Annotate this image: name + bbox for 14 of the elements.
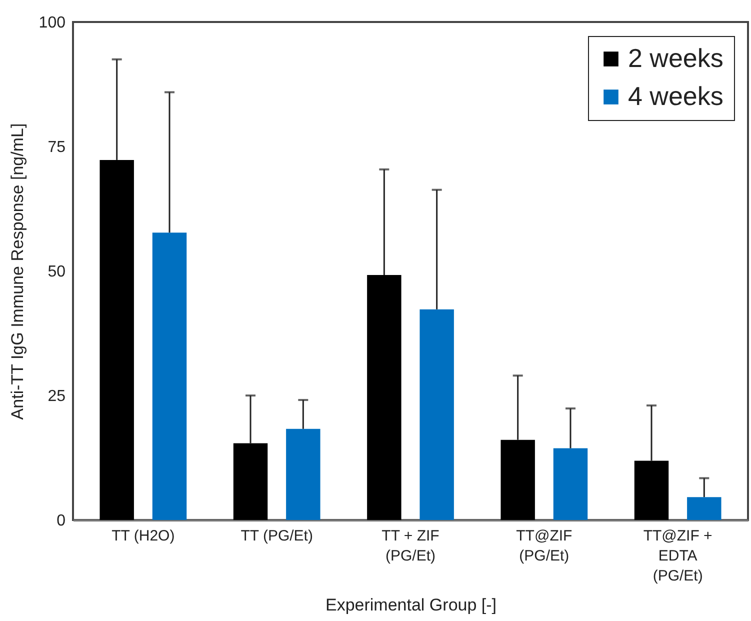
x-tick-label: TT@ZIF + EDTA (PG/Et) [643,528,713,584]
x-tick-label: TT (PG/Et) [240,528,313,544]
y-tick-label: 50 [48,264,66,280]
x-tick-label: TT + ZIF (PG/Et) [382,528,440,564]
x-tick-label: TT (H2O) [112,528,175,544]
legend-label: 2 weeks [628,43,724,73]
y-axis-title: Anti-TT IgG Immune Response [ng/mL] [8,123,27,420]
x-axis-title: Experimental Group [-] [325,596,497,614]
y-tick-label: 100 [38,14,66,32]
y-tick-label: 0 [56,512,66,530]
y-tick-label: 75 [48,139,66,156]
x-tick-label: TT@ZIF (PG/Et) [516,528,572,564]
legend-label: 4 weeks [628,81,724,111]
y-tick-label: 25 [48,388,66,405]
